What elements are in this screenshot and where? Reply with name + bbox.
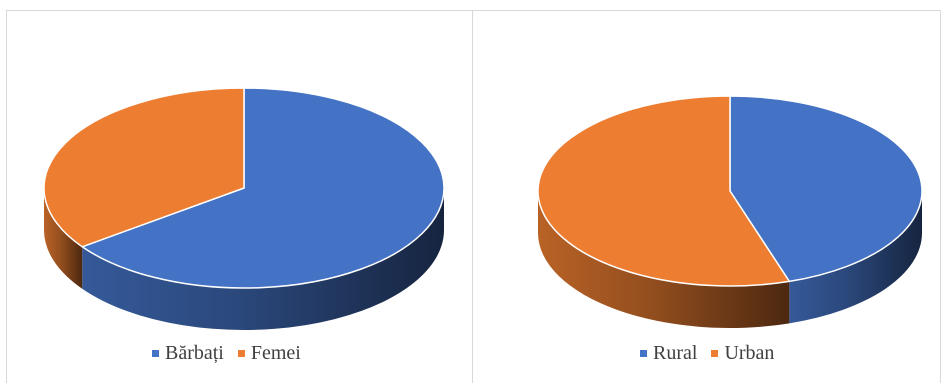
legend-item-rural: Rural (640, 342, 697, 365)
pie-0-side-femei (44, 188, 83, 289)
legend-swatch-rural (640, 349, 647, 357)
legend-swatch-femei (237, 349, 245, 357)
legend-area: Rural Urban (640, 340, 788, 366)
legend-swatch-barbati (152, 349, 159, 357)
legend-gender: Bărbați Femei (152, 340, 315, 366)
pie-0-group (43, 87, 445, 330)
legend-swatch-urban (711, 349, 719, 357)
legend-label-rural: Rural (653, 341, 698, 364)
legend-item-urban: Urban (711, 342, 774, 365)
legend-label-urban: Urban (724, 341, 775, 364)
pie-1-slice-rural (729, 95, 923, 283)
legend-item-barbati: Bărbați (152, 342, 224, 365)
pie-0-slice-bărbați (81, 87, 445, 289)
legend-item-femei: Femei (237, 341, 301, 365)
legend-label-femei: Femei (250, 341, 301, 364)
chart-panel-area (472, 10, 941, 383)
pie-1-slice-urban (537, 95, 791, 287)
pie-1-side-rural (789, 191, 922, 324)
legend-label-barbati: Bărbați (165, 341, 224, 364)
pie-0-side-bărbați (82, 188, 445, 330)
pie-0-slice-femei (43, 87, 245, 248)
pie-1-side-urban (538, 191, 790, 328)
pie-1-group (537, 95, 923, 328)
